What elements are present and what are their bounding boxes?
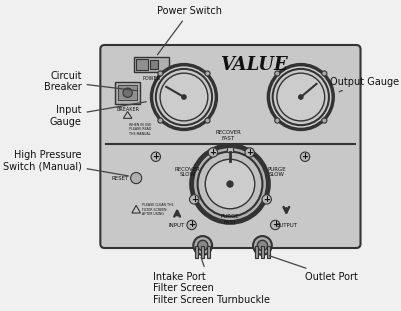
- Circle shape: [158, 118, 162, 123]
- Circle shape: [197, 152, 262, 216]
- Text: +: +: [263, 195, 269, 204]
- Text: PURGE
FAST: PURGE FAST: [220, 215, 239, 225]
- Circle shape: [270, 220, 279, 230]
- Text: OUTPUT: OUTPUT: [275, 223, 297, 228]
- Text: +: +: [152, 152, 159, 161]
- Text: WHEN IN USE
PLEASE READ
THE MANUAL: WHEN IN USE PLEASE READ THE MANUAL: [129, 123, 151, 136]
- Text: Outlet Port: Outlet Port: [269, 256, 357, 282]
- Text: +: +: [245, 148, 253, 157]
- Text: VALUE: VALUE: [219, 56, 287, 74]
- Bar: [200, 246, 204, 258]
- Circle shape: [158, 71, 162, 76]
- FancyBboxPatch shape: [100, 45, 360, 248]
- Circle shape: [151, 152, 160, 161]
- Text: POWER: POWER: [142, 76, 160, 81]
- Bar: [226, 146, 233, 152]
- Bar: [266, 246, 269, 258]
- Text: Input
Gauge: Input Gauge: [50, 102, 146, 127]
- Circle shape: [276, 73, 324, 121]
- Circle shape: [205, 159, 254, 209]
- Text: Intake Port
Filter Screen
Filter Screen Turnbuckle: Intake Port Filter Screen Filter Screen …: [153, 258, 269, 305]
- Text: +: +: [209, 148, 216, 157]
- Circle shape: [205, 118, 209, 123]
- Text: Circuit
Breaker: Circuit Breaker: [44, 71, 137, 92]
- Bar: [118, 85, 137, 100]
- Circle shape: [160, 73, 207, 121]
- Text: +: +: [190, 195, 197, 204]
- Bar: [136, 59, 148, 70]
- Circle shape: [208, 148, 217, 157]
- Bar: [194, 246, 198, 258]
- Text: BREAKER: BREAKER: [116, 107, 139, 112]
- Circle shape: [274, 118, 279, 123]
- Bar: [254, 246, 257, 258]
- Circle shape: [151, 65, 216, 129]
- Text: +: +: [188, 220, 194, 230]
- Circle shape: [272, 69, 328, 125]
- Circle shape: [205, 71, 209, 76]
- Circle shape: [252, 236, 271, 255]
- Bar: [134, 57, 168, 72]
- Circle shape: [321, 71, 326, 76]
- Circle shape: [227, 181, 233, 187]
- Text: RECOVER
FAST: RECOVER FAST: [215, 130, 241, 141]
- Circle shape: [123, 88, 132, 97]
- Circle shape: [268, 65, 332, 129]
- Bar: [207, 246, 210, 258]
- Circle shape: [130, 173, 142, 183]
- Text: +: +: [301, 152, 308, 161]
- Text: PURGE
SLOW: PURGE SLOW: [267, 167, 286, 178]
- Circle shape: [193, 236, 212, 255]
- Circle shape: [261, 195, 271, 204]
- Circle shape: [186, 220, 196, 230]
- Bar: [115, 82, 140, 104]
- Bar: [260, 246, 263, 258]
- Circle shape: [298, 95, 302, 99]
- Circle shape: [244, 148, 254, 157]
- Circle shape: [189, 195, 198, 204]
- Text: Output Gauge: Output Gauge: [329, 77, 398, 92]
- Text: Power Switch: Power Switch: [157, 6, 222, 55]
- Circle shape: [300, 152, 309, 161]
- Circle shape: [274, 71, 279, 76]
- Circle shape: [191, 146, 268, 222]
- Text: RECOVER
SLOW: RECOVER SLOW: [174, 167, 200, 178]
- Text: +: +: [271, 220, 278, 230]
- Bar: [150, 60, 157, 69]
- Polygon shape: [123, 112, 132, 118]
- Text: PLEASE CLEAN THE
FILTER SCREEN
AFTER USING: PLEASE CLEAN THE FILTER SCREEN AFTER USI…: [142, 203, 173, 216]
- Text: RESET: RESET: [111, 176, 128, 181]
- Text: INPUT: INPUT: [168, 223, 185, 228]
- Circle shape: [181, 95, 186, 99]
- Circle shape: [321, 118, 326, 123]
- Circle shape: [197, 240, 207, 251]
- Circle shape: [156, 69, 212, 125]
- Circle shape: [257, 240, 267, 251]
- Polygon shape: [132, 205, 140, 213]
- Text: High Pressure
Switch (Manual): High Pressure Switch (Manual): [3, 150, 128, 176]
